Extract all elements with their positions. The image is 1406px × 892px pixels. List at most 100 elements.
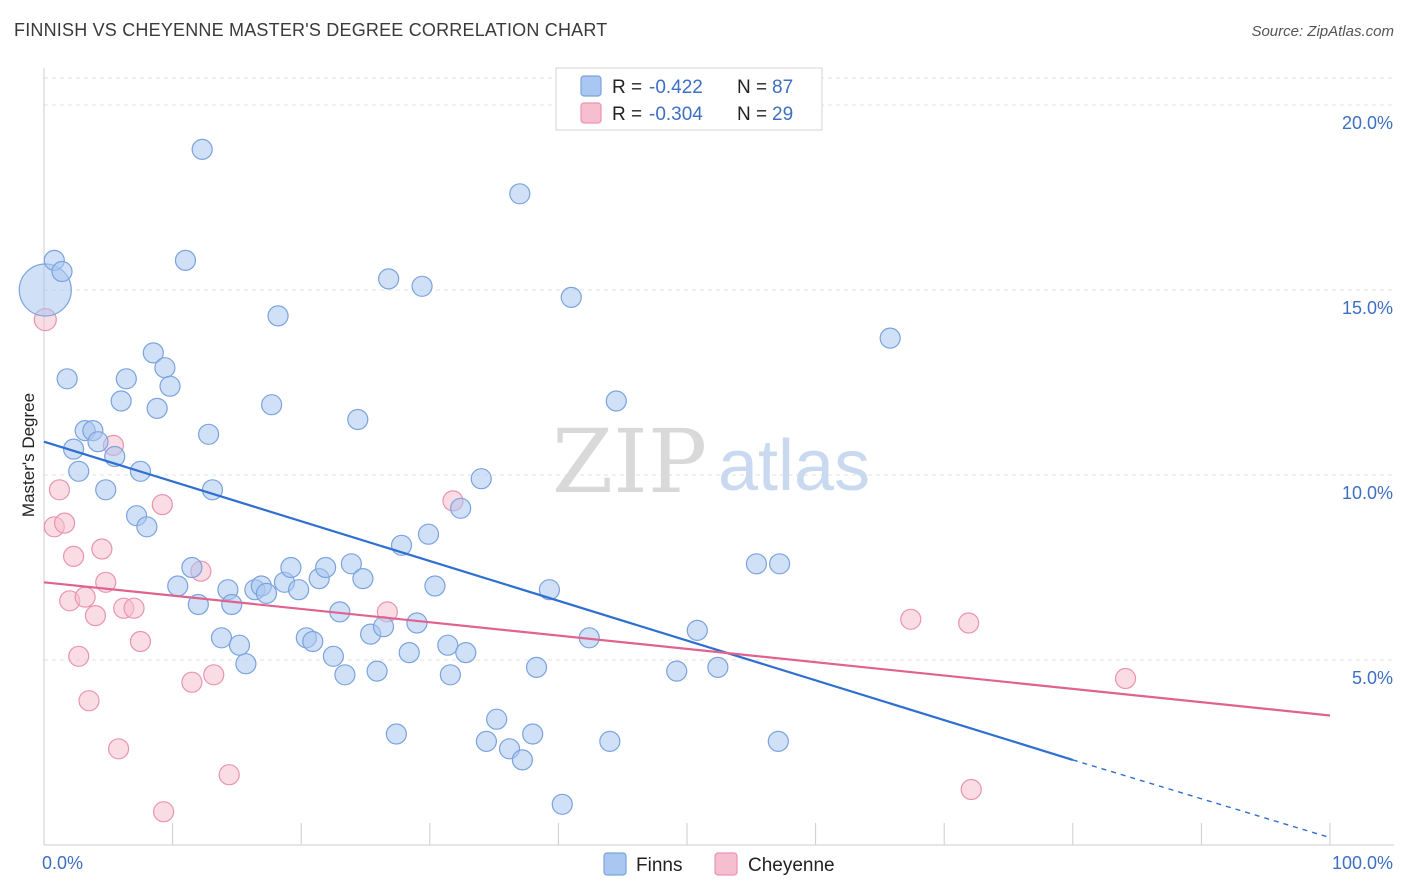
bottom-legend-cheyenne-swatch	[714, 852, 738, 876]
cheyenne-point-2	[48, 479, 71, 501]
finns-point-73	[538, 579, 560, 601]
cheyenne-point-21	[203, 664, 225, 686]
cheyenne-point-17	[151, 494, 173, 516]
grid-lines	[44, 77, 1394, 661]
finns-point-61	[437, 634, 459, 656]
finns-point-84	[768, 553, 791, 575]
bottom-legend-cheyenne-label: Cheyenne	[748, 855, 835, 876]
finns-point-82	[745, 553, 768, 575]
axes	[43, 68, 1394, 846]
finns-point-9	[95, 479, 117, 501]
chart-title: FINNISH VS CHEYENNE MASTER'S DEGREE CORR…	[14, 20, 608, 40]
finns-point-16	[142, 342, 164, 364]
finns-point-78	[605, 390, 627, 412]
finns-point-83	[767, 730, 789, 753]
finns-point-71	[522, 723, 544, 745]
finns-point-59	[417, 523, 440, 545]
finns-point-36	[267, 305, 289, 327]
finns-point-67	[486, 708, 508, 730]
finns-point-49	[352, 567, 374, 590]
finns-point-35	[261, 394, 283, 416]
finns-point-66	[475, 730, 497, 753]
legend-finns-n-label: N =	[737, 77, 767, 98]
cheyenne-point-10	[91, 538, 113, 560]
y-tick-label-1: 10.0%	[1342, 483, 1393, 503]
finns-point-34	[255, 582, 278, 605]
finns-point-18	[154, 357, 176, 379]
cheyenne-point-19	[181, 671, 203, 693]
cheyenne-point-7	[74, 586, 96, 608]
cheyenne-point-27	[960, 778, 982, 801]
finns-point-69	[509, 183, 531, 205]
legend-finns-r-value: -0.422	[649, 77, 703, 98]
finns-point-31	[235, 653, 257, 675]
cheyenne-point-8	[78, 690, 100, 712]
finns-point-63	[450, 497, 472, 519]
finns-point-62	[439, 664, 461, 686]
cheyenne-points	[33, 308, 1137, 823]
x-tick-label-1: 100.0%	[1332, 853, 1393, 873]
cheyenne-point-3	[53, 512, 76, 534]
finns-point-75	[560, 286, 582, 308]
finns-point-48	[347, 408, 369, 431]
finns-point-3	[56, 368, 78, 390]
source-label: Source: ZipAtlas.com	[1251, 23, 1394, 40]
finns-points	[18, 138, 901, 815]
y-axis-label: Master's Degree	[19, 393, 38, 517]
finns-point-43	[315, 556, 337, 579]
finns-point-52	[372, 616, 395, 638]
finns-point-25	[198, 423, 220, 445]
cheyenne-point-22	[218, 764, 240, 786]
cheyenne-point-5	[62, 545, 85, 568]
x-axis-tick-labels: 0.0% 100.0%	[42, 853, 1393, 873]
finns-point-17	[146, 397, 168, 419]
y-tick-label-3: 20.0%	[1342, 113, 1393, 133]
y-tick-label-0: 5.0%	[1352, 668, 1393, 688]
finns-point-51	[366, 660, 388, 682]
y-axis-tick-labels: 5.0% 10.0% 15.0% 20.0%	[1342, 113, 1393, 688]
finns-point-44	[322, 645, 344, 667]
finns-point-24	[191, 138, 213, 160]
finns-point-8	[87, 431, 109, 453]
x-axis-ticks	[172, 823, 1331, 845]
finns-point-19	[159, 375, 181, 397]
legend-cheyenne-swatch	[580, 102, 602, 124]
cheyenne-point-26	[958, 612, 980, 634]
finns-point-58	[411, 275, 433, 297]
finns-point-80	[686, 619, 708, 642]
watermark-zip: ZIP	[552, 410, 707, 513]
cheyenne-point-13	[107, 738, 130, 760]
finns-point-22	[181, 556, 203, 579]
stats-legend: R = -0.422 N = 87 R = -0.304 N = 29	[555, 67, 823, 131]
finns-point-5	[68, 460, 90, 482]
finns-point-56	[398, 641, 420, 664]
cheyenne-point-9	[84, 604, 107, 627]
finns-point-64	[455, 641, 477, 664]
finns-point-39	[288, 579, 310, 601]
legend-cheyenne-r-label: R =	[612, 104, 642, 125]
finns-point-46	[334, 664, 356, 686]
finns-point-20	[167, 575, 189, 597]
watermark-atlas: atlas	[718, 426, 870, 506]
finns-point-47	[340, 553, 362, 575]
finns-point-54	[385, 723, 407, 745]
finns-point-41	[302, 630, 324, 653]
finns-point-65	[470, 468, 492, 490]
finns-point-79	[666, 660, 688, 682]
finns-point-77	[599, 730, 621, 753]
legend-cheyenne-n-label: N =	[737, 104, 767, 125]
legend-cheyenne-n-value: 29	[772, 104, 793, 125]
finns-point-4	[62, 438, 85, 460]
finns-point-60	[424, 575, 446, 597]
finns-point-2	[51, 260, 73, 283]
finns-trend-line	[43, 440, 1074, 761]
finns-trend-extension	[1072, 759, 1331, 839]
cheyenne-point-6	[68, 645, 90, 667]
watermark: ZIP atlas	[552, 410, 870, 513]
bottom-legend-finns-label: Finns	[636, 855, 682, 876]
cheyenne-point-18	[152, 801, 175, 823]
bottom-legend-finns-swatch	[603, 852, 627, 876]
cheyenne-point-25	[900, 608, 922, 630]
legend-finns-n-value: 87	[772, 77, 793, 98]
